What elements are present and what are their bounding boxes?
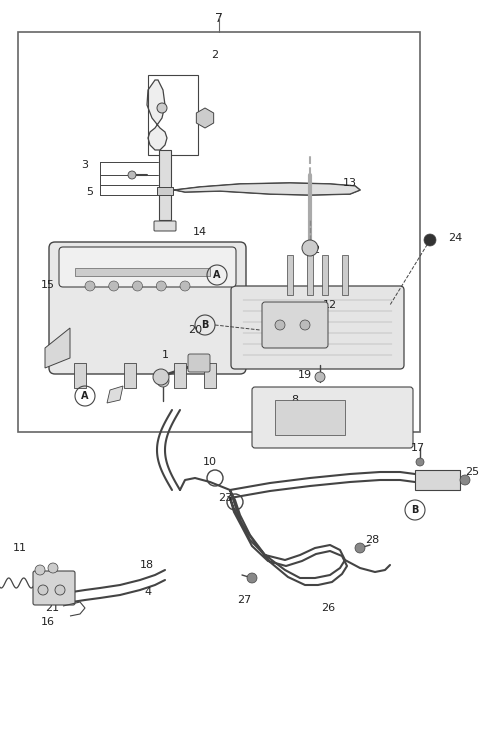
Circle shape <box>132 281 143 291</box>
Text: 4: 4 <box>144 587 152 597</box>
Circle shape <box>38 585 48 595</box>
Circle shape <box>157 375 169 387</box>
Text: 23: 23 <box>218 493 232 503</box>
Text: 3: 3 <box>82 160 88 170</box>
Bar <box>307 255 313 295</box>
Circle shape <box>109 281 119 291</box>
Polygon shape <box>147 80 167 150</box>
Polygon shape <box>196 108 214 128</box>
Bar <box>415 470 460 490</box>
Text: 7: 7 <box>215 11 223 25</box>
Text: 17: 17 <box>411 443 425 453</box>
Circle shape <box>315 372 325 382</box>
FancyBboxPatch shape <box>188 354 210 372</box>
Circle shape <box>157 103 167 113</box>
Text: 28: 28 <box>365 535 379 545</box>
Circle shape <box>153 369 169 385</box>
Bar <box>124 363 136 388</box>
Circle shape <box>416 458 424 466</box>
FancyBboxPatch shape <box>59 247 236 287</box>
Text: B: B <box>411 505 419 515</box>
Text: 19: 19 <box>298 370 312 380</box>
Circle shape <box>302 240 318 256</box>
Circle shape <box>275 320 285 330</box>
Bar <box>174 363 186 388</box>
Polygon shape <box>107 386 123 403</box>
Text: 22: 22 <box>306 245 320 255</box>
Text: 21: 21 <box>45 603 59 613</box>
Text: B: B <box>201 320 209 330</box>
Circle shape <box>247 573 257 583</box>
Text: 27: 27 <box>237 595 251 605</box>
Bar <box>159 150 171 220</box>
Text: 13: 13 <box>343 178 357 188</box>
Text: 12: 12 <box>323 300 337 310</box>
FancyBboxPatch shape <box>252 387 413 448</box>
Text: A: A <box>213 270 221 280</box>
Polygon shape <box>45 328 70 368</box>
Circle shape <box>300 320 310 330</box>
Text: 14: 14 <box>193 227 207 237</box>
Polygon shape <box>175 183 360 195</box>
Bar <box>18 32 420 432</box>
Circle shape <box>35 565 45 575</box>
Bar <box>204 363 216 388</box>
FancyBboxPatch shape <box>49 242 246 374</box>
FancyBboxPatch shape <box>262 302 328 348</box>
Bar <box>322 255 328 295</box>
Text: 18: 18 <box>140 560 154 570</box>
Text: 1: 1 <box>161 350 168 360</box>
Text: 9: 9 <box>155 370 162 380</box>
Text: 2: 2 <box>211 50 218 60</box>
Circle shape <box>180 281 190 291</box>
Circle shape <box>156 281 166 291</box>
Bar <box>275 400 345 435</box>
Circle shape <box>48 563 58 573</box>
Text: 11: 11 <box>13 543 27 553</box>
Circle shape <box>128 171 136 179</box>
Circle shape <box>460 475 470 485</box>
Bar <box>75 268 210 276</box>
Text: 25: 25 <box>465 467 479 477</box>
Text: 5: 5 <box>86 187 94 197</box>
Text: 6: 6 <box>266 335 274 345</box>
Text: 8: 8 <box>291 395 299 405</box>
Text: A: A <box>81 391 89 401</box>
Text: 24: 24 <box>448 233 462 243</box>
Text: 26: 26 <box>321 603 335 613</box>
Bar <box>342 255 348 295</box>
Bar <box>157 187 173 195</box>
Bar <box>74 363 86 388</box>
Text: 10: 10 <box>203 457 217 467</box>
Circle shape <box>55 585 65 595</box>
Text: 15: 15 <box>41 280 55 290</box>
Bar <box>287 255 293 295</box>
Text: 16: 16 <box>41 617 55 627</box>
FancyBboxPatch shape <box>231 286 404 369</box>
Text: 20: 20 <box>188 325 202 335</box>
Bar <box>148 75 198 155</box>
FancyBboxPatch shape <box>154 221 176 231</box>
Circle shape <box>85 281 95 291</box>
Circle shape <box>355 543 365 553</box>
Circle shape <box>424 234 436 246</box>
FancyBboxPatch shape <box>33 571 75 605</box>
